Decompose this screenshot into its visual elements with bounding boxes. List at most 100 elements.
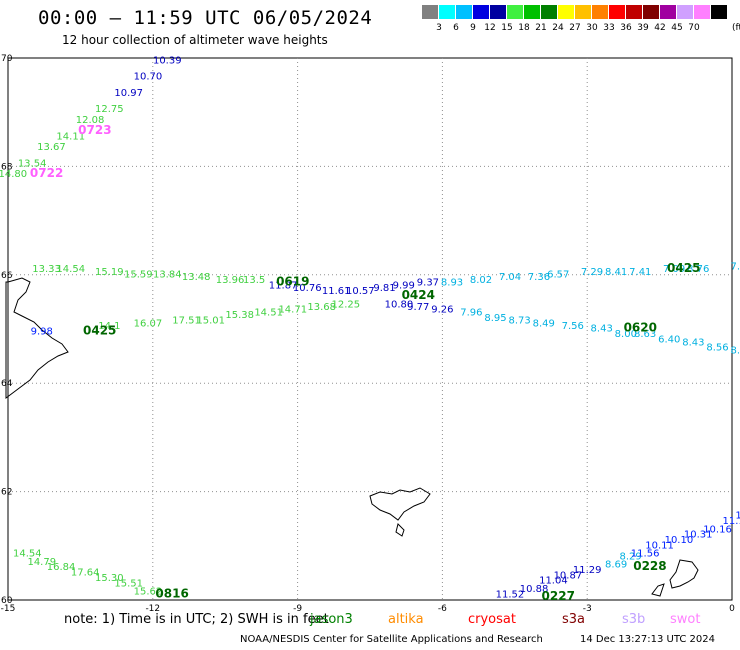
swh-value-label: 9.37	[417, 278, 439, 289]
swh-value-label: 10.31	[684, 530, 713, 541]
swh-value-label: 10.57	[346, 286, 375, 297]
scale-tick-label: 45	[671, 23, 683, 33]
swh-value-label: 6.57	[547, 270, 569, 281]
swh-value-label: 9.26	[431, 305, 453, 316]
swh-value-label: 13.67	[37, 142, 66, 153]
swh-value-label: 11.29	[573, 565, 602, 576]
scale-swatch	[541, 5, 557, 19]
map-subtitle: 12 hour collection of altimeter wave hei…	[62, 33, 328, 47]
swh-value-label: 10.87	[554, 570, 583, 581]
scale-swatch	[677, 5, 693, 19]
lat-tick-label: 70	[1, 54, 13, 64]
swh-value-label: 8.44	[731, 345, 740, 356]
swh-value-label: 13.68	[307, 302, 336, 313]
swh-value-label: 8.00	[615, 329, 637, 340]
swh-value-label: 10.70	[134, 72, 163, 83]
scale-tick-label: 30	[586, 23, 598, 33]
swh-value-label: 15.19	[95, 267, 124, 278]
swh-value-label: 10.39	[153, 55, 182, 66]
footer-note: note: 1) Time is in UTC; 2) SWH is in fe…	[64, 612, 329, 627]
map-grid	[7, 57, 733, 601]
lat-tick-label: 60	[1, 596, 13, 606]
swh-value-label: 8.63	[634, 329, 656, 340]
coastlines	[5, 277, 699, 597]
swh-value-label: 14.11	[56, 131, 85, 142]
swh-value-label: 15.62	[134, 587, 163, 598]
pass-time-label: 0722	[30, 166, 63, 180]
scale-swatch	[524, 5, 540, 19]
swh-value-label: 15.30	[95, 573, 124, 584]
scale-swatch	[473, 5, 489, 19]
scale-tick-label: 15	[501, 23, 513, 33]
scale-swatch	[592, 5, 608, 19]
generation-timestamp: 14 Dec 13:27:13 UTC 2024	[580, 634, 715, 645]
swh-value-label: 10.10	[665, 535, 694, 546]
scale-tick-label: 33	[603, 23, 615, 33]
scale-tick-label: 6	[453, 23, 459, 33]
swh-value-label: 8.43	[591, 324, 613, 335]
swh-value-label: 14.1	[98, 321, 120, 332]
pass-time-label: 0619	[276, 275, 309, 289]
scale-tick-label: 21	[535, 23, 547, 33]
swh-value-label: 14.54	[56, 264, 85, 275]
swh-value-label: 8.56	[706, 343, 728, 354]
swh-value-label: 15.01	[196, 316, 225, 327]
swh-value-label: 14.79	[27, 557, 56, 568]
iceland-east-coast	[5, 277, 69, 399]
swh-value-label: 11.04	[539, 576, 568, 587]
swh-value-label: 13.96	[216, 275, 245, 286]
scale-tick-label: 3	[436, 23, 442, 33]
swh-value-label: 11.87	[269, 280, 298, 291]
pass-time-label: 0816	[155, 586, 188, 600]
swh-value-label: 7.09	[663, 264, 685, 275]
lon-tick-label: -12	[145, 604, 160, 614]
scale-tick-label: 39	[637, 23, 649, 33]
swh-value-label: 10.11	[645, 541, 674, 552]
pass-time-labels: 0722 0723 0619 0424 0425 0425 0620 0816 0228 0227	[30, 123, 701, 603]
pass-time-label: 0227	[542, 589, 575, 603]
lat-tick-label: 68	[1, 162, 13, 172]
swh-value-label: 8.69	[605, 559, 627, 570]
swh-value-label: 13.84	[153, 270, 182, 281]
swh-value-label: 7.41	[629, 267, 651, 278]
swh-value-label: 13.54	[18, 158, 47, 169]
swh-value-label: 12.08	[76, 115, 105, 126]
swh-value-label: 15.51	[114, 578, 143, 589]
scale-swatch	[439, 5, 455, 19]
lon-tick-label: -6	[438, 604, 447, 614]
scale-swatch	[660, 5, 676, 19]
swh-value-label: 8.43	[682, 337, 704, 348]
swh-value-label: 11.52	[496, 589, 525, 600]
lon-tick-label: -9	[293, 604, 302, 614]
swh-value-label: 6.40	[658, 335, 680, 346]
swh-value-label: 14.71	[278, 305, 307, 316]
lat-tick-label: 66	[1, 271, 13, 281]
swh-value-label: 10.97	[114, 88, 143, 99]
lon-tick-label: -3	[583, 604, 592, 614]
swh-value-label: 11.56	[631, 549, 660, 560]
lon-tick-label: 0	[729, 604, 735, 614]
swh-value-label: 14.54	[13, 549, 42, 560]
swh-value-label: 8.95	[484, 313, 506, 324]
scale-swatch	[558, 5, 574, 19]
scale-tick-label: 18	[518, 23, 530, 33]
scale-tick-label: 42	[654, 23, 666, 33]
swh-value-label: 8.76	[687, 264, 709, 275]
legend-item-s3b: s3b	[622, 612, 646, 627]
pass-time-label: 0424	[402, 288, 435, 302]
scale-tick-label: 27	[569, 23, 581, 33]
legend-item-altika: altika	[388, 612, 424, 627]
scale-swatch	[643, 5, 659, 19]
swh-value-label: 7.04	[499, 272, 521, 283]
swh-value-label: 12.25	[332, 299, 361, 310]
swh-value-label: 8.02	[470, 275, 492, 286]
scale-tick-label: 36	[620, 23, 632, 33]
legend-item-s3a: s3a	[562, 612, 586, 627]
swh-value-label: 13.48	[182, 272, 211, 283]
pass-time-label: 0723	[78, 123, 111, 137]
legend-item-jason3: jason3	[310, 612, 353, 627]
swh-value-label: 13.33	[32, 264, 61, 275]
faroe-islands	[369, 487, 431, 537]
